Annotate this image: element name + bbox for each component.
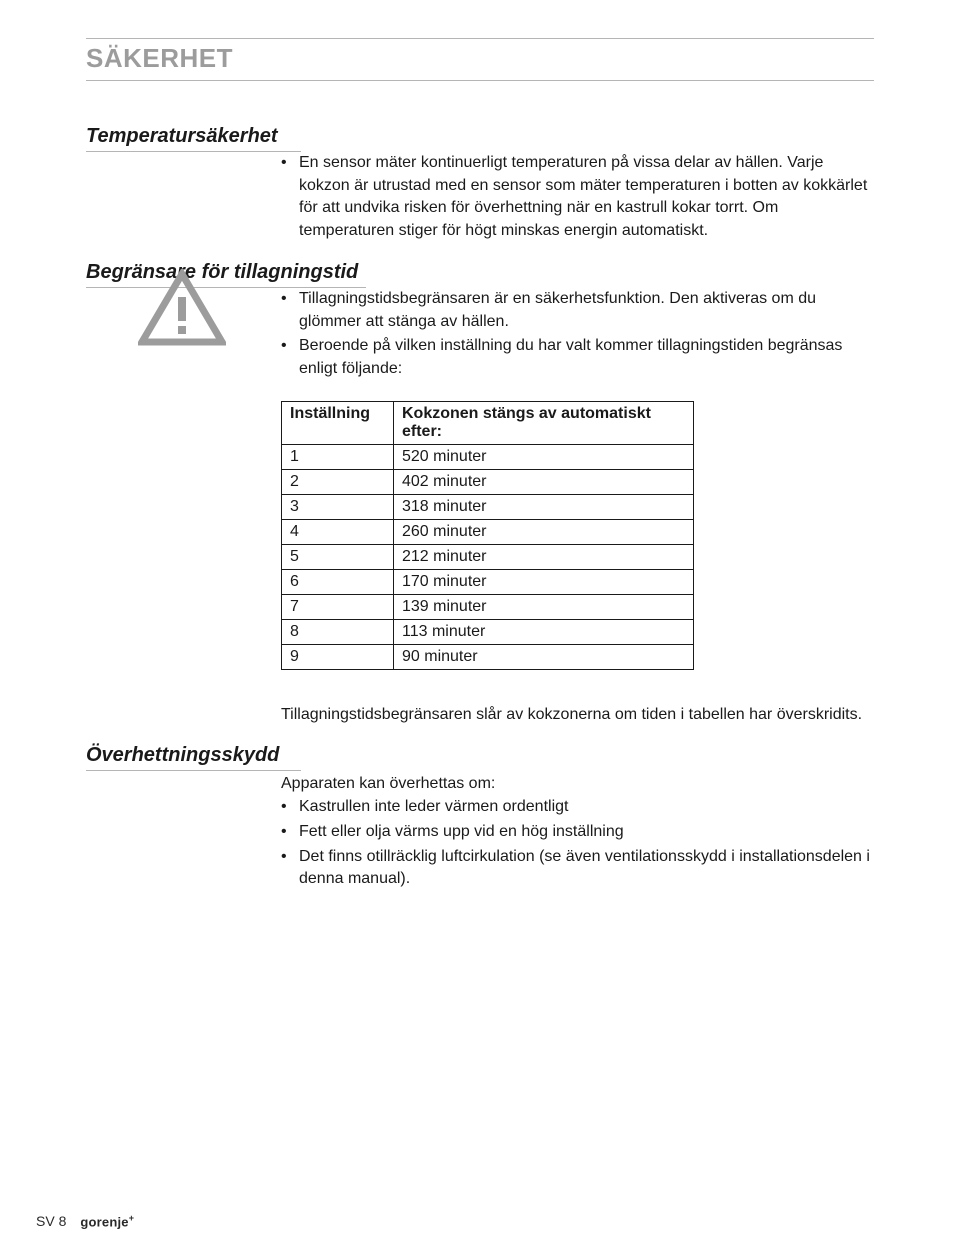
bullet-list-overheat: Kastrullen inte leder värmen ordentligt …	[281, 796, 874, 891]
table-row: 2402 minuter	[282, 469, 694, 494]
limiter-note: Tillagningstidsbegränsaren slår av kokzo…	[281, 704, 874, 727]
table-row: 6170 minuter	[282, 569, 694, 594]
list-item: Det finns otillräcklig luftcirkulation (…	[281, 846, 874, 891]
section-overheat: Överhettningsskydd Apparaten kan överhet…	[86, 744, 874, 891]
table-row: 7139 minuter	[282, 594, 694, 619]
list-item: Beroende på vilken inställning du har va…	[281, 335, 874, 380]
page-title: SÄKERHET	[86, 41, 874, 80]
table-row: 8113 minuter	[282, 619, 694, 644]
list-item: Fett eller olja värms upp vid en hög ins…	[281, 821, 874, 844]
subheading-temperature: Temperatursäkerhet	[86, 125, 874, 151]
list-item: En sensor mäter kontinuerligt temperatur…	[281, 152, 874, 243]
bullet-list-limiter: Tillagningstidsbegränsaren är en säkerhe…	[281, 288, 874, 381]
bullet-list-temperature: En sensor mäter kontinuerligt temperatur…	[281, 152, 874, 243]
table-row: 4260 minuter	[282, 519, 694, 544]
table-header-setting: Inställning	[282, 401, 394, 444]
page-number: SV 8	[36, 1213, 66, 1229]
table-row: 5212 minuter	[282, 544, 694, 569]
brand-logo: gorenje+	[80, 1213, 134, 1229]
subheading-overheat: Överhettningsskydd	[86, 744, 874, 770]
shutoff-table: Inställning Kokzonen stängs av automatis…	[281, 401, 694, 670]
overheat-intro: Apparaten kan överhettas om:	[281, 773, 874, 796]
table-row: 3318 minuter	[282, 494, 694, 519]
table-header-shutoff: Kokzonen stängs av automatiskt efter:	[394, 401, 694, 444]
warning-icon	[138, 269, 226, 347]
list-item: Kastrullen inte leder värmen ordentligt	[281, 796, 874, 819]
section-temperature-safety: Temperatursäkerhet En sensor mäter konti…	[86, 125, 874, 243]
list-item: Tillagningstidsbegränsaren är en säkerhe…	[281, 288, 874, 333]
page-footer: SV 8 gorenje+	[36, 1213, 134, 1229]
header: SÄKERHET	[86, 38, 874, 81]
table-row: 990 minuter	[282, 644, 694, 669]
section-time-limiter: Begränsare för tillagningstid Tillagning…	[86, 261, 874, 727]
table-row: 1520 minuter	[282, 444, 694, 469]
